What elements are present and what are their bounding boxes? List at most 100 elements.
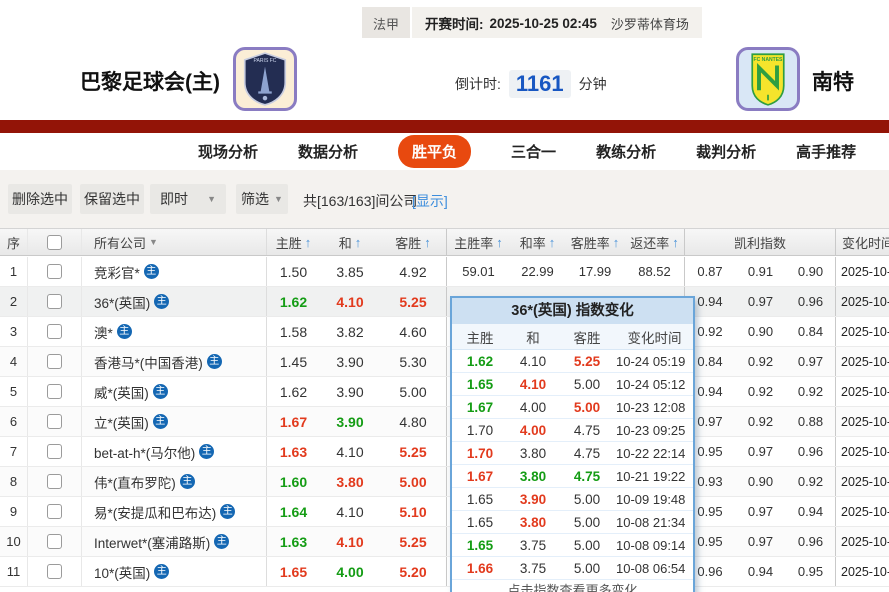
time-mode-select[interactable]: 即时 ▼: [150, 184, 226, 214]
company-cell: bet-at-h*(马尔他) 主: [82, 437, 267, 466]
delete-selected-button[interactable]: 删除选中: [8, 184, 72, 214]
col-draw-odds[interactable]: 和 ↑: [338, 234, 362, 251]
odds-cell[interactable]: 4.80: [380, 407, 447, 436]
odds-cell[interactable]: 5.30: [380, 347, 447, 376]
sort-up-icon: ↑: [496, 234, 503, 250]
row-checkbox[interactable]: [47, 294, 62, 309]
select-all-checkbox[interactable]: [47, 234, 62, 250]
popup-odds-value: 5.25: [573, 353, 601, 369]
company-name[interactable]: 易*(安提瓜和巴布达): [94, 505, 217, 521]
company-name[interactable]: 香港马*(中国香港): [94, 355, 203, 371]
odds-cell[interactable]: 3.90: [336, 413, 364, 430]
company-name[interactable]: 竞彩官*: [94, 265, 140, 281]
row-checkbox[interactable]: [47, 264, 62, 279]
row-checkbox[interactable]: [47, 444, 62, 459]
col-home-rate[interactable]: 主胜率 ↑: [454, 234, 503, 251]
filter-select[interactable]: 筛选 ▼: [236, 184, 288, 214]
row-index: 4: [0, 347, 28, 376]
row-checkbox[interactable]: [47, 384, 62, 399]
odds-cell[interactable]: 5.10: [380, 497, 447, 526]
row-checkbox-cell: [28, 257, 82, 286]
odds-cell[interactable]: 5.25: [380, 527, 447, 556]
company-name[interactable]: 立*(英国): [94, 415, 149, 431]
odds-cell[interactable]: 3.90: [336, 353, 364, 370]
nav-tab[interactable]: 裁判分析: [696, 144, 757, 161]
nav-tab-active[interactable]: 胜平负: [398, 135, 472, 168]
odds-cell[interactable]: 1.58: [279, 323, 308, 340]
odds-cell[interactable]: 3.85: [336, 263, 364, 280]
odds-cell[interactable]: 5.00: [380, 377, 447, 406]
odds-cell[interactable]: 4.10: [336, 293, 364, 310]
row-checkbox[interactable]: [47, 324, 62, 339]
odds-cell[interactable]: 3.82: [336, 323, 364, 340]
nav-tab[interactable]: 教练分析: [596, 144, 657, 161]
company-name[interactable]: 伟*(直布罗陀): [94, 475, 176, 491]
change-time-cell: 2025-10-2: [841, 444, 889, 459]
popup-row: 1.70 3.80 4.75 10-22 22:14: [452, 442, 693, 465]
row-index: 8: [0, 467, 28, 496]
odds-cell[interactable]: 5.25: [380, 437, 447, 466]
col-draw-rate[interactable]: 和率 ↑: [519, 234, 556, 251]
row-checkbox[interactable]: [47, 354, 62, 369]
odds-cell[interactable]: 4.10: [336, 503, 364, 520]
col-home-odds[interactable]: 主胜 ↑: [275, 234, 312, 251]
popup-change-time: 10-24 05:12: [616, 376, 686, 392]
odds-cell[interactable]: 1.62: [279, 383, 308, 400]
odds-cell[interactable]: 1.64: [279, 503, 308, 520]
row-checkbox[interactable]: [47, 534, 62, 549]
odds-cell[interactable]: 4.00: [336, 563, 364, 580]
odds-cell[interactable]: 5.20: [380, 557, 447, 586]
popup-change-time: 10-24 05:19: [616, 353, 686, 369]
popup-row: 1.67 4.00 5.00 10-23 12:08: [452, 396, 693, 419]
odds-cell[interactable]: 1.67: [279, 413, 308, 430]
row-checkbox[interactable]: [47, 474, 62, 489]
time-mode-value: 即时: [160, 191, 188, 207]
row-checkbox-cell: [28, 407, 82, 436]
col-away-odds[interactable]: 客胜 ↑: [380, 229, 447, 255]
table-row: 2 36*(英国) 主 1.62 4.10 5.25 0.94 0.97 0.96 2025-10…: [0, 287, 889, 317]
company-cell: 易*(安提瓜和巴布达) 主: [82, 497, 267, 526]
odds-cell[interactable]: 3.90: [336, 383, 364, 400]
popup-odds-value: 1.65: [466, 514, 494, 530]
row-checkbox[interactable]: [47, 504, 62, 519]
odds-cell[interactable]: 1.65: [279, 563, 308, 580]
company-name[interactable]: 威*(英国): [94, 385, 149, 401]
odds-cell[interactable]: 1.63: [279, 443, 308, 460]
company-name[interactable]: 36*(英国): [94, 295, 151, 311]
col-return-rate[interactable]: 返还率 ↑: [625, 229, 685, 255]
odds-cell[interactable]: 5.25: [380, 287, 447, 316]
odds-cell[interactable]: 1.60: [279, 473, 308, 490]
company-name[interactable]: Interwet*(塞浦路斯): [94, 535, 211, 551]
show-link[interactable]: [显示]: [412, 193, 448, 209]
change-time-cell: 2025-10-2: [841, 384, 889, 399]
company-name[interactable]: 澳*: [94, 325, 113, 341]
nav-tab[interactable]: 数据分析: [298, 144, 359, 161]
odds-cell[interactable]: 4.10: [336, 443, 364, 460]
company-name[interactable]: bet-at-h*(马尔他): [94, 445, 196, 461]
row-checkbox[interactable]: [47, 414, 62, 429]
odds-cell[interactable]: 1.45: [279, 353, 308, 370]
odds-cell[interactable]: 1.50: [279, 263, 308, 280]
nav-tab[interactable]: 现场分析: [198, 144, 259, 161]
odds-cell[interactable]: 3.80: [336, 473, 364, 490]
kelly-cell: 0.92: [747, 354, 774, 369]
odds-cell[interactable]: 1.63: [279, 533, 308, 550]
odds-cell[interactable]: 5.00: [380, 467, 447, 496]
nav-tab[interactable]: 高手推荐: [796, 144, 857, 161]
row-checkbox[interactable]: [47, 564, 62, 579]
odds-cell[interactable]: 1.62: [279, 293, 308, 310]
keep-selected-button[interactable]: 保留选中: [80, 184, 144, 214]
change-time-cell: 2025-10-2: [841, 264, 889, 279]
col-away-rate[interactable]: 客胜率 ↑: [570, 234, 620, 251]
popup-header: 主胜 和 客胜 变化时间: [452, 324, 693, 350]
away-team-name: 南特: [812, 71, 854, 94]
company-name[interactable]: 10*(英国): [94, 565, 151, 581]
odds-cell[interactable]: 4.10: [336, 533, 364, 550]
col-company[interactable]: 所有公司 ▼: [82, 229, 267, 255]
odds-cell[interactable]: 4.60: [380, 317, 447, 346]
popup-change-time: 10-22 22:14: [616, 445, 686, 461]
nav-tab[interactable]: 三合一: [511, 144, 557, 161]
popup-odds-value: 5.00: [573, 399, 601, 415]
odds-cell[interactable]: 4.92: [380, 257, 447, 286]
row-checkbox-cell: [28, 557, 82, 586]
